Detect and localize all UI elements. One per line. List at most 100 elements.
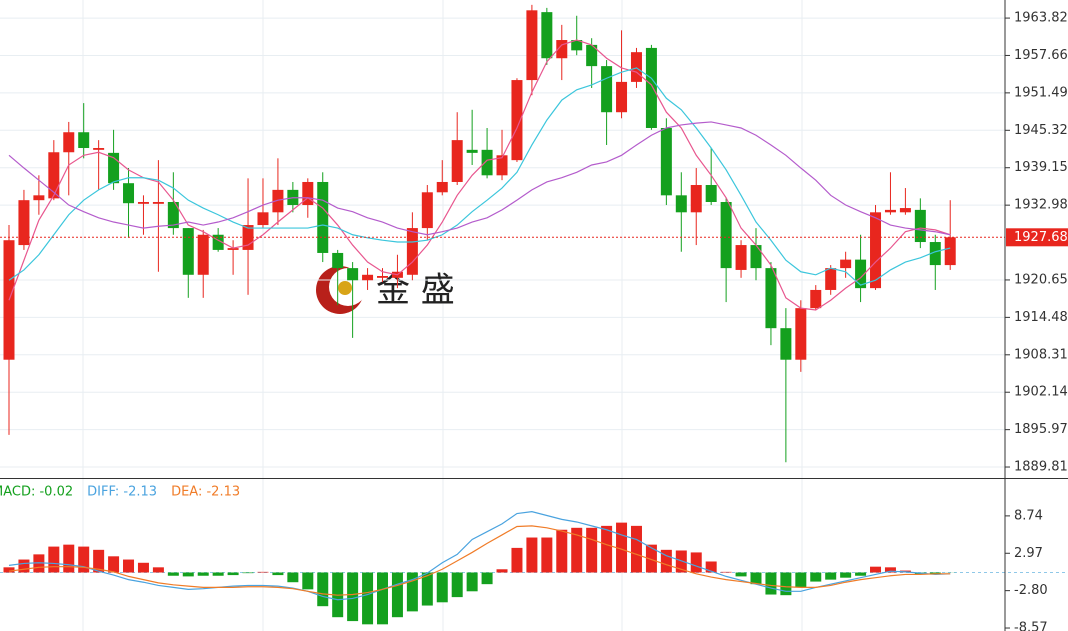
y-tick-label: -8.57 bbox=[1014, 621, 1048, 631]
macd-bar bbox=[93, 549, 105, 573]
grid-vertical bbox=[82, 0, 803, 631]
macd-bar bbox=[855, 572, 867, 576]
candle-body bbox=[347, 268, 359, 281]
macd-line bbox=[8, 511, 951, 601]
candle-body bbox=[571, 40, 583, 51]
candle-body bbox=[720, 201, 732, 269]
macd-bar bbox=[242, 572, 254, 574]
candle-body bbox=[362, 274, 374, 281]
candle-body bbox=[705, 185, 717, 202]
ma-line bbox=[8, 39, 951, 311]
candle-body bbox=[78, 132, 90, 149]
candle-body bbox=[840, 259, 852, 269]
y-tick-label: 1889.81 bbox=[1014, 460, 1068, 475]
candle-body bbox=[377, 276, 388, 278]
macd-bar bbox=[48, 546, 60, 573]
candle-body bbox=[645, 47, 657, 128]
ma-line bbox=[8, 67, 951, 286]
macd-bar bbox=[870, 566, 882, 573]
macd-bar bbox=[541, 537, 553, 573]
candle-body bbox=[332, 252, 344, 269]
candle-body bbox=[586, 44, 598, 67]
candle-body bbox=[541, 12, 553, 59]
macd-bar bbox=[825, 572, 837, 580]
candle-body bbox=[914, 209, 926, 243]
macd-bar bbox=[257, 571, 269, 573]
candle-body bbox=[152, 201, 164, 204]
candle-body bbox=[675, 195, 687, 213]
macd-bar bbox=[137, 562, 149, 573]
candle-body bbox=[137, 201, 149, 204]
y-tick-label: 2.97 bbox=[1014, 546, 1043, 561]
candle-body bbox=[48, 152, 60, 199]
macd-bar bbox=[810, 572, 822, 582]
macd-bar bbox=[18, 559, 30, 573]
candle-body bbox=[944, 237, 956, 266]
macd-bar bbox=[750, 572, 762, 585]
macd-bar bbox=[377, 572, 388, 625]
macd-line bbox=[8, 525, 951, 596]
candle-body bbox=[272, 189, 284, 213]
y-tick-label: 1939.15 bbox=[1014, 160, 1068, 175]
candle-body bbox=[167, 201, 179, 229]
legend-label: DIFF: -2.13 bbox=[87, 485, 157, 500]
macd-bar bbox=[212, 572, 224, 576]
candle-body bbox=[870, 212, 882, 289]
candle-body bbox=[616, 81, 628, 113]
last-price-label: 1927.68 bbox=[1014, 230, 1068, 245]
candle-body bbox=[406, 228, 418, 275]
logo: 金 盛 bbox=[316, 266, 455, 314]
candle-body bbox=[825, 268, 837, 290]
candle-body bbox=[123, 183, 135, 204]
candle-body bbox=[899, 208, 911, 213]
macd-bar bbox=[466, 572, 478, 592]
macd-bar bbox=[705, 561, 717, 573]
macd-bar bbox=[362, 572, 374, 625]
macd-bar bbox=[675, 550, 687, 573]
candle-body bbox=[884, 209, 896, 213]
candle-body bbox=[421, 192, 433, 229]
macd-bar bbox=[616, 522, 628, 573]
macd-bar bbox=[556, 529, 568, 573]
ma-line bbox=[8, 121, 951, 236]
candle-body bbox=[108, 152, 120, 184]
macd-bar bbox=[720, 571, 732, 573]
macd-bar bbox=[287, 572, 299, 583]
macd-bar bbox=[63, 544, 75, 573]
macd-bar bbox=[451, 572, 463, 598]
macd-bar bbox=[780, 572, 792, 596]
legend-label: MACD: -0.02 bbox=[0, 485, 73, 500]
candle-body bbox=[33, 195, 45, 201]
macd-bar bbox=[884, 567, 896, 573]
candle-body bbox=[436, 181, 448, 193]
macd-bar bbox=[660, 549, 672, 573]
candle-body bbox=[765, 268, 777, 329]
y-tick-label: 1902.14 bbox=[1014, 385, 1068, 400]
y-tick-label: 1945.32 bbox=[1014, 123, 1068, 138]
macd-bar bbox=[840, 572, 852, 578]
y-tick-label: 1914.48 bbox=[1014, 310, 1068, 325]
macd-bar bbox=[481, 572, 493, 585]
candle-body bbox=[93, 148, 105, 150]
candle-body bbox=[750, 245, 762, 269]
macd-bar bbox=[182, 572, 194, 577]
macd-bar bbox=[436, 572, 448, 603]
candle-body bbox=[302, 181, 314, 206]
y-tick-label: -2.80 bbox=[1014, 583, 1048, 598]
candle-body bbox=[451, 140, 463, 182]
macd-bar bbox=[272, 572, 284, 576]
logo-dot bbox=[338, 281, 352, 295]
legend-label: DEA: -2.13 bbox=[171, 485, 240, 500]
candle-body bbox=[481, 149, 493, 176]
macd-bar bbox=[33, 554, 45, 573]
macd-bar bbox=[496, 569, 508, 573]
candle-body bbox=[18, 200, 30, 246]
candle-body bbox=[212, 234, 224, 250]
last-price-box bbox=[1006, 228, 1068, 247]
candle-body bbox=[257, 212, 269, 226]
macd-bar bbox=[421, 572, 433, 606]
y-tick-label: 1908.31 bbox=[1014, 347, 1068, 362]
candle-body bbox=[735, 245, 747, 270]
plot bbox=[0, 4, 1068, 625]
